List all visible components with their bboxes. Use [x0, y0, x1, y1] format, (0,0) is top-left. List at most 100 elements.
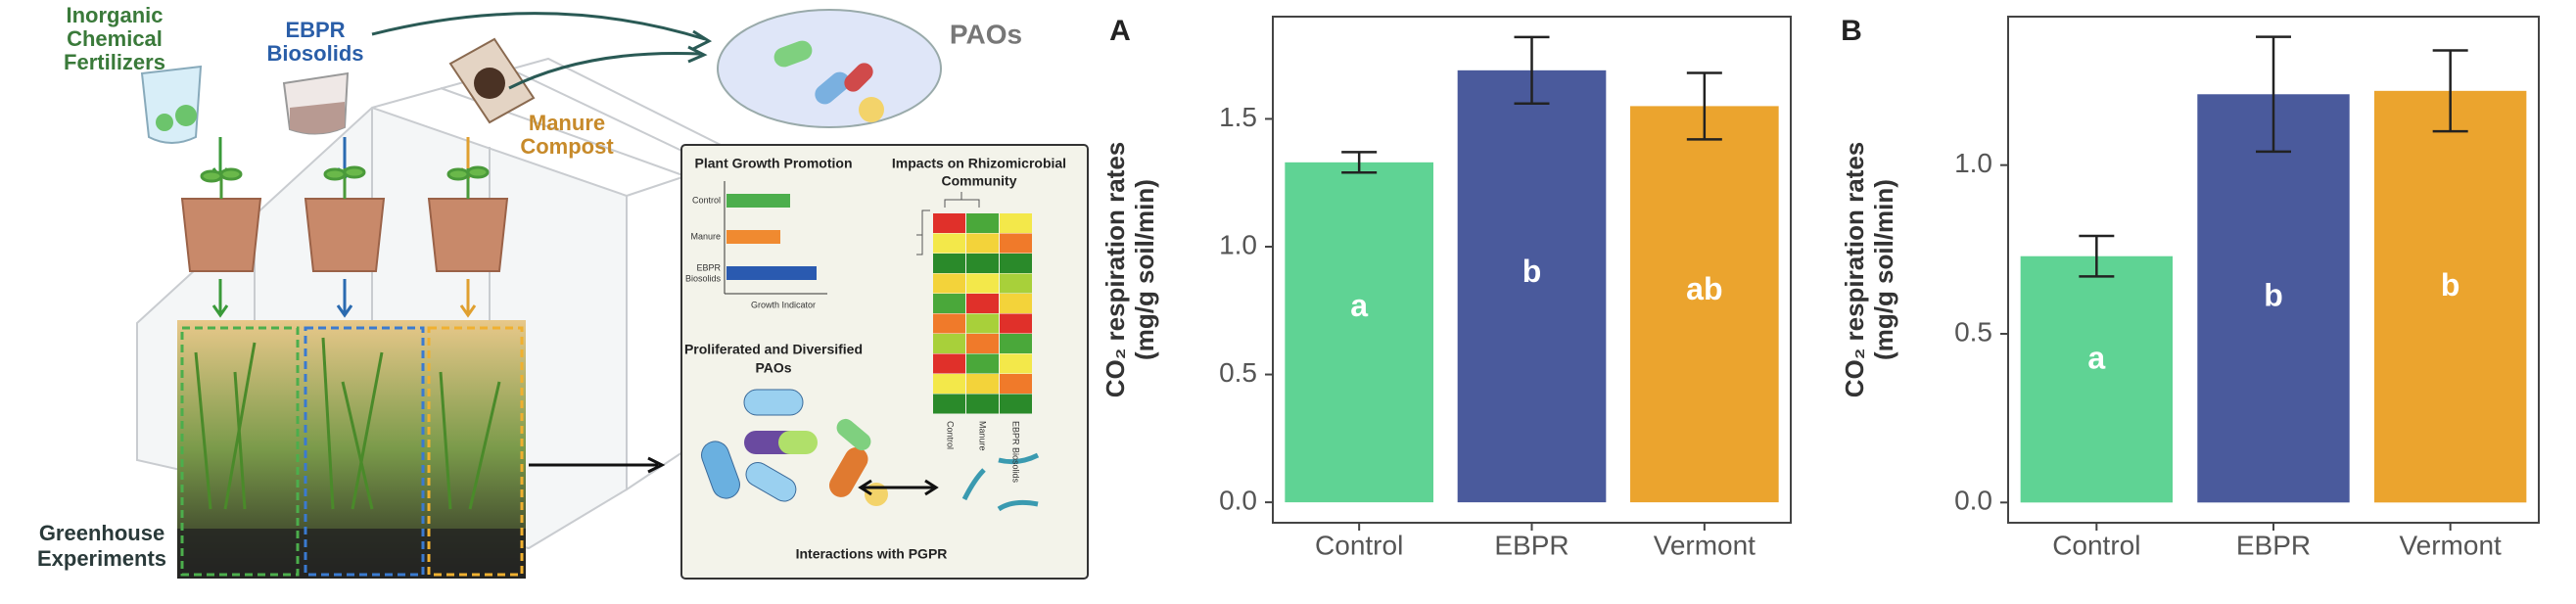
panel-title: Plant Growth Promotion	[695, 156, 853, 171]
x-tick-label: EBPR	[1494, 530, 1569, 560]
x-tick-label: Vermont	[2400, 530, 2502, 560]
x-tick-label: Control	[2052, 530, 2140, 560]
heatmap-cell	[966, 374, 999, 394]
heatmap-cell	[1000, 334, 1032, 353]
heatmap-cell	[933, 254, 965, 273]
panel-title: Impacts on Rhizomicrobial	[892, 156, 1066, 171]
y-tick-label: 1.0	[1219, 229, 1257, 259]
y-tick-label: 1.0	[1954, 148, 1992, 178]
error-bar	[1514, 35, 1550, 106]
heatmap	[933, 213, 1032, 414]
y-tick-label: 0.0	[1954, 486, 1992, 516]
y-axis-label: CO₂ respiration rates	[1101, 142, 1130, 398]
panel-label: B	[1841, 15, 1862, 47]
bacteria	[701, 389, 1040, 512]
y-tick-label: 0.5	[1954, 316, 1992, 347]
heatmap-cell	[933, 394, 965, 414]
pots	[180, 165, 509, 272]
heatmap-cell	[966, 294, 999, 313]
bar	[2197, 94, 2350, 503]
significance-letter: b	[2264, 278, 2283, 313]
input-label: EBPR	[285, 18, 345, 42]
paos-label: PAOs	[950, 19, 1022, 49]
bar	[1630, 106, 1779, 503]
panel-title: Proliferated and Diversified	[684, 342, 863, 357]
error-bar	[2079, 234, 2115, 278]
growth-label: EBPR	[696, 262, 721, 272]
pao-cells	[717, 9, 942, 128]
input-label: Inorganic	[66, 3, 163, 27]
bar	[1457, 70, 1607, 503]
greenhouse-label: Greenhouse	[39, 521, 164, 545]
greenhouse-photo	[177, 320, 526, 579]
significance-letter: a	[2087, 340, 2105, 375]
bar	[2373, 90, 2527, 503]
growth-label: Manure	[690, 231, 721, 241]
growth-axis: Growth Indicator	[751, 300, 816, 309]
heatmap-cell	[966, 213, 999, 233]
heatmap-cell	[933, 353, 965, 374]
error-bar	[1341, 151, 1378, 174]
significance-letter: ab	[1686, 271, 1722, 306]
heatmap-cell	[1000, 294, 1032, 313]
heatmap-cell	[933, 334, 965, 353]
significance-letter: b	[2441, 267, 2460, 302]
heatmap-cell	[1000, 213, 1032, 233]
heatmap-cell	[933, 294, 965, 313]
panel-title: Community	[942, 173, 1017, 189]
x-tick-label: Control	[1315, 530, 1403, 560]
panel-label: A	[1109, 15, 1131, 47]
heatmap-cell	[1000, 254, 1032, 273]
bar	[1285, 162, 1433, 503]
y-tick-label: 0.0	[1219, 486, 1257, 516]
error-bar	[2256, 35, 2291, 154]
heatmap-cell	[966, 233, 999, 254]
y-tick-label: 0.5	[1219, 357, 1257, 388]
heatmap-cell	[1000, 353, 1032, 374]
heatmap-cell	[966, 394, 999, 414]
significance-letter: a	[1350, 288, 1368, 323]
x-tick-label: EBPR	[2236, 530, 2311, 560]
heatmap-cell	[966, 273, 999, 294]
panel-title: Interactions with PGPR	[796, 546, 948, 562]
plot-frame	[2007, 16, 2540, 524]
heatmap-cell	[1000, 394, 1032, 414]
heatmap-cell	[1000, 273, 1032, 294]
greenhouse-label: Experiments	[37, 546, 166, 571]
heatmap-cell	[966, 313, 999, 334]
x-tick-label: Vermont	[1654, 530, 1756, 560]
heatmap-label: Manure	[978, 421, 988, 451]
y-axis-label: CO₂ respiration rates	[1840, 142, 1869, 398]
growth-label: Control	[692, 195, 721, 205]
heatmap-cell	[933, 213, 965, 233]
beakers	[140, 37, 536, 144]
bar	[2020, 256, 2174, 503]
input-label: Compost	[520, 134, 614, 159]
heatmap-cell	[966, 353, 999, 374]
y-axis-label: (mg/g soil/min)	[1130, 179, 1159, 360]
y-axis-label: (mg/g soil/min)	[1869, 179, 1898, 360]
heatmap-cell	[966, 334, 999, 353]
panel-title: PAOs	[755, 360, 791, 376]
input-label: Manure	[529, 111, 605, 135]
heatmap-cell	[933, 233, 965, 254]
graphical-abstract: Inorganic Chemical Fertilizers EBPR Bios…	[37, 3, 1089, 580]
heatmap-cell	[933, 313, 965, 334]
result-panel	[680, 144, 1089, 580]
heatmap-label: EBPR Biosolids	[1011, 421, 1021, 484]
heatmap-cell	[1000, 313, 1032, 334]
y-tick-label: 1.5	[1219, 102, 1257, 132]
input-label: Chemical	[67, 26, 163, 51]
heatmap-cell	[933, 273, 965, 294]
growth-label: Biosolids	[685, 273, 722, 283]
heatmap-cell	[933, 374, 965, 394]
error-bar	[1686, 71, 1722, 141]
input-label: Fertilizers	[64, 50, 165, 74]
heatmap-label: Control	[946, 421, 956, 449]
heatmap-cell	[1000, 374, 1032, 394]
heatmap-cell	[1000, 233, 1032, 254]
plot-frame	[1272, 16, 1792, 524]
error-bar	[2432, 49, 2468, 133]
